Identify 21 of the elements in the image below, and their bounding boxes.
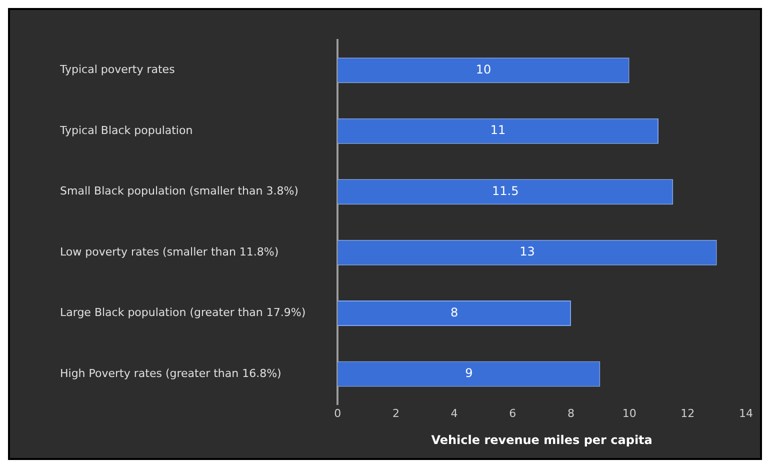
data-label: 11.5 bbox=[492, 184, 519, 198]
y-tick-label: High Poverty rates (greater than 16.8%) bbox=[60, 366, 282, 380]
x-tick-label: 8 bbox=[567, 406, 574, 420]
x-tick-label: 10 bbox=[622, 406, 636, 420]
data-label: 9 bbox=[465, 366, 473, 380]
data-label: 10 bbox=[476, 62, 492, 76]
y-tick-label: Typical poverty rates bbox=[59, 63, 176, 76]
data-label: 8 bbox=[450, 305, 458, 320]
x-tick-label: 14 bbox=[739, 406, 753, 420]
y-tick-label: Low poverty rates (smaller than 11.8%) bbox=[60, 245, 279, 258]
x-tick-label: 12 bbox=[680, 406, 695, 420]
y-tick-label: Small Black population (smaller than 3.8%) bbox=[60, 184, 298, 198]
x-tick-label: 6 bbox=[509, 406, 516, 420]
x-axis-title: Vehicle revenue miles per capita bbox=[431, 432, 652, 447]
y-tick-label: Large Black population (greater than 17.9%) bbox=[60, 306, 306, 320]
data-label: 11 bbox=[490, 123, 506, 138]
y-tick-label: Typical Black population bbox=[59, 124, 193, 137]
x-tick-label: 0 bbox=[334, 406, 342, 420]
data-label: 13 bbox=[520, 244, 535, 259]
x-tick-label: 2 bbox=[392, 406, 400, 420]
x-tick-label: 4 bbox=[450, 406, 458, 420]
